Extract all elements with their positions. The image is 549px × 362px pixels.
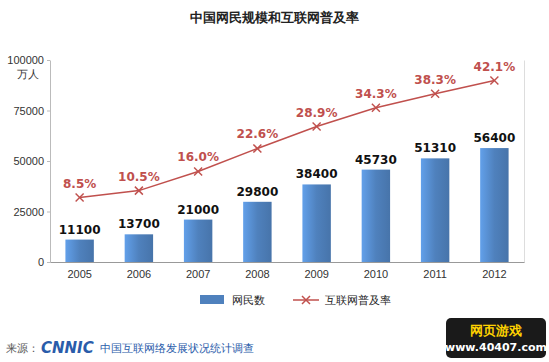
source-logo: CNNIC — [41, 339, 94, 357]
y-tick-mark — [47, 262, 50, 263]
x-axis: 2005 2006 2007 2008 2009 2010 2011 2012 — [51, 262, 525, 280]
y-tick: 50000 — [13, 155, 50, 167]
legend-item: 互联网普及率 — [293, 294, 391, 307]
y-tick: 100000 — [7, 54, 50, 66]
y-tick-mark — [47, 111, 50, 112]
y2-axis — [524, 61, 525, 263]
bar-label: 13700 — [118, 217, 160, 231]
bar — [184, 220, 212, 262]
watermark: 网页游戏 www.40407.com — [445, 318, 547, 358]
x-tick-label: 2010 — [364, 268, 388, 280]
bar-label: 51310 — [414, 141, 456, 155]
marker — [194, 167, 202, 175]
point-label: 38.3% — [414, 73, 456, 87]
y-tick-label: 0 — [38, 256, 44, 268]
line — [80, 81, 495, 198]
x-tick: 2008 — [245, 262, 269, 280]
x-tick-label: 2008 — [245, 268, 269, 280]
source-prefix: 来源： — [6, 342, 39, 355]
point-label: 42.1% — [474, 60, 516, 74]
legend-item: 网民数 — [200, 294, 265, 307]
point-label: 34.3% — [355, 87, 397, 101]
bar — [243, 202, 271, 262]
watermark-title: 网页游戏 — [470, 323, 522, 338]
y-tick: 0 — [38, 256, 50, 268]
marker — [313, 123, 321, 131]
x-tick: 2005 — [67, 262, 91, 280]
y-tick-label: 25000 — [13, 206, 44, 218]
watermark-url: www.40407.com — [445, 341, 547, 354]
bar-label: 38400 — [296, 167, 338, 181]
marker — [253, 144, 261, 152]
bar — [480, 148, 508, 262]
data-labels: 11100 13700 21000 29800 38400 45730 51310 56400… — [59, 60, 516, 237]
marker — [135, 187, 143, 195]
legend-label: 互联网普及率 — [325, 294, 391, 307]
point-label: 28.9% — [296, 106, 338, 120]
x-tick-label: 2012 — [482, 268, 506, 280]
y-tick-mark — [47, 161, 50, 162]
point-label: 16.0% — [177, 150, 219, 164]
x-tick-label: 2005 — [67, 268, 91, 280]
legend: 网民数 互联网普及率 — [200, 294, 391, 307]
y-tick: 25000 — [13, 206, 50, 218]
legend-marker — [302, 296, 310, 304]
x-tick: 2011 — [423, 262, 447, 280]
bar — [125, 234, 153, 262]
legend-swatch — [200, 295, 224, 304]
marker — [372, 104, 380, 112]
x-tick-label: 2006 — [127, 268, 151, 280]
x-tick-label: 2007 — [186, 268, 210, 280]
x-tick: 2012 — [482, 262, 506, 280]
x-axis-line — [51, 262, 525, 263]
bar-label: 29800 — [237, 185, 279, 199]
marker — [431, 90, 439, 98]
title: 中国网民规模和互联网普及率 — [190, 10, 359, 25]
point-label: 10.5% — [118, 170, 160, 184]
y-tick-label: 100000 — [7, 54, 44, 66]
x-tick: 2007 — [186, 262, 210, 280]
bar-label: 21000 — [177, 203, 219, 217]
chart: 中国网民规模和互联网普及率 0 25000 50000 75000 100000 万人 200… — [0, 0, 549, 362]
y-tick-label: 50000 — [13, 155, 44, 167]
watermark-box — [446, 318, 546, 358]
marker — [76, 194, 84, 202]
x-tick-label: 2011 — [423, 268, 447, 280]
y-tick: 75000 — [13, 105, 50, 117]
y-axis-line — [50, 61, 51, 263]
bar — [302, 184, 330, 262]
bar-label: 56400 — [474, 131, 516, 145]
y2-axis-line — [524, 61, 525, 263]
y-tick-label: 75000 — [13, 105, 44, 117]
x-tick: 2010 — [364, 262, 388, 280]
x-tick: 2009 — [304, 262, 328, 280]
y-axis-label: 万人 — [17, 68, 39, 81]
y-tick-mark — [47, 212, 50, 213]
x-tick: 2006 — [127, 262, 151, 280]
y-axis: 0 25000 50000 75000 100000 — [7, 54, 50, 268]
point-label: 22.6% — [237, 127, 279, 141]
y-tick-mark — [47, 60, 50, 61]
legend-label: 网民数 — [232, 294, 265, 307]
bar — [362, 170, 390, 262]
plot-area — [65, 77, 508, 262]
bar — [421, 158, 449, 262]
source-text: 中国互联网络发展状况统计调查 — [100, 342, 254, 355]
bar-label: 11100 — [59, 223, 101, 237]
bar — [65, 240, 93, 262]
source: 来源：CNNIC 中国互联网络发展状况统计调查 — [6, 339, 254, 357]
bar-label: 45730 — [355, 153, 397, 167]
x-tick-label: 2009 — [304, 268, 328, 280]
point-label: 8.5% — [63, 177, 96, 191]
marker — [490, 77, 498, 85]
